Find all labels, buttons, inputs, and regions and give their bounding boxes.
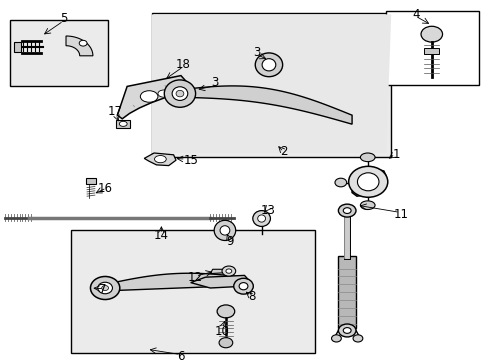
Polygon shape xyxy=(144,153,176,166)
Ellipse shape xyxy=(176,90,183,97)
Ellipse shape xyxy=(360,201,374,210)
Ellipse shape xyxy=(158,90,169,97)
Text: 6: 6 xyxy=(177,350,184,360)
Ellipse shape xyxy=(420,26,442,42)
Text: 2: 2 xyxy=(279,145,287,158)
Ellipse shape xyxy=(225,269,231,273)
Ellipse shape xyxy=(343,328,350,333)
Polygon shape xyxy=(151,14,390,153)
Ellipse shape xyxy=(331,335,341,342)
Ellipse shape xyxy=(252,211,270,226)
Ellipse shape xyxy=(140,91,158,102)
Text: 14: 14 xyxy=(154,229,168,242)
Polygon shape xyxy=(105,273,244,291)
Polygon shape xyxy=(178,86,351,124)
Ellipse shape xyxy=(338,324,355,337)
Ellipse shape xyxy=(164,80,195,107)
Text: 3: 3 xyxy=(211,76,219,89)
Bar xyxy=(151,13,390,157)
Ellipse shape xyxy=(90,276,120,300)
Polygon shape xyxy=(117,76,185,119)
Polygon shape xyxy=(210,269,224,274)
Ellipse shape xyxy=(338,204,355,217)
Ellipse shape xyxy=(217,305,234,318)
Text: 11: 11 xyxy=(393,208,407,221)
Ellipse shape xyxy=(220,226,229,235)
Text: 3: 3 xyxy=(252,46,260,59)
Text: 5: 5 xyxy=(60,12,67,24)
Ellipse shape xyxy=(257,215,265,222)
Text: 18: 18 xyxy=(176,58,190,71)
Ellipse shape xyxy=(119,121,127,126)
Text: 13: 13 xyxy=(260,204,275,217)
Text: 15: 15 xyxy=(183,154,198,167)
Ellipse shape xyxy=(343,208,350,213)
Bar xyxy=(71,230,315,353)
Ellipse shape xyxy=(233,278,253,294)
Ellipse shape xyxy=(154,156,166,163)
Text: 9: 9 xyxy=(225,235,233,248)
Ellipse shape xyxy=(360,153,374,162)
Ellipse shape xyxy=(334,178,346,187)
Text: 12: 12 xyxy=(188,271,203,284)
Bar xyxy=(424,48,438,54)
Ellipse shape xyxy=(102,285,108,291)
Ellipse shape xyxy=(348,166,387,197)
Bar xyxy=(85,178,96,184)
Ellipse shape xyxy=(214,220,235,240)
Bar xyxy=(386,11,478,85)
Ellipse shape xyxy=(262,59,275,71)
Ellipse shape xyxy=(357,173,378,191)
Text: 1: 1 xyxy=(391,148,399,161)
Bar xyxy=(338,256,355,328)
Bar xyxy=(10,20,107,86)
Text: 8: 8 xyxy=(247,291,255,303)
Text: 7: 7 xyxy=(99,283,106,296)
Polygon shape xyxy=(351,169,386,196)
Bar xyxy=(116,120,130,128)
Ellipse shape xyxy=(98,282,112,294)
Bar xyxy=(14,42,20,52)
Ellipse shape xyxy=(352,335,362,342)
Text: 16: 16 xyxy=(98,183,112,195)
Ellipse shape xyxy=(172,87,187,100)
Text: 10: 10 xyxy=(215,325,229,338)
Ellipse shape xyxy=(219,338,232,348)
Text: 17: 17 xyxy=(107,105,122,118)
Ellipse shape xyxy=(222,266,235,276)
Polygon shape xyxy=(190,275,249,288)
Ellipse shape xyxy=(79,40,87,46)
Ellipse shape xyxy=(255,53,282,77)
Polygon shape xyxy=(66,36,93,56)
Ellipse shape xyxy=(239,283,247,290)
Text: 4: 4 xyxy=(411,8,419,21)
